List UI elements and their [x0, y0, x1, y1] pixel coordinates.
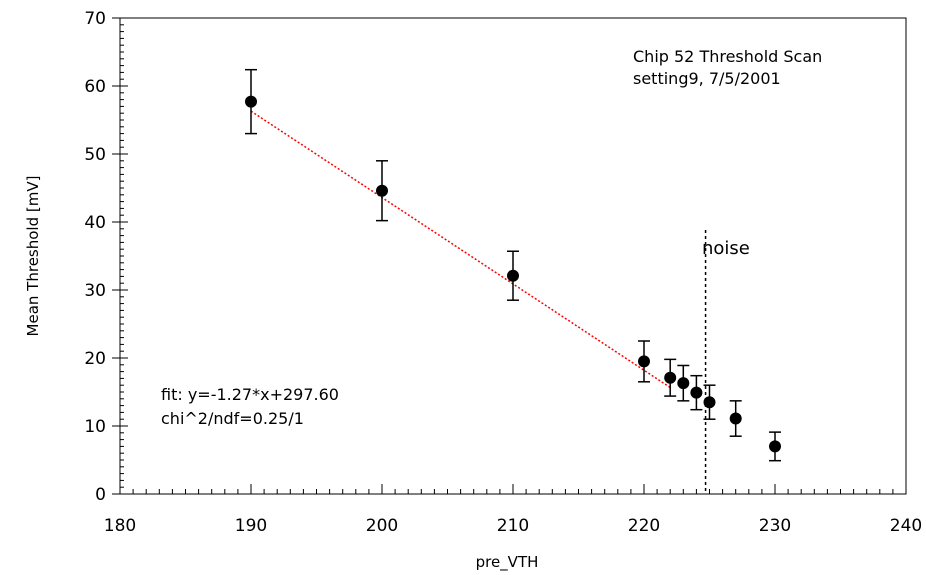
x-tick-label: 190 — [235, 516, 267, 536]
point-marker — [703, 396, 716, 409]
data-points — [245, 68, 781, 462]
data-point — [245, 68, 257, 135]
data-point — [677, 364, 690, 402]
y-minor-ticks — [120, 17, 124, 495]
data-point — [507, 250, 519, 301]
point-marker — [507, 269, 519, 282]
x-tick-label: 180 — [104, 516, 136, 536]
x-tick-label: 240 — [890, 516, 922, 536]
point-marker — [664, 371, 677, 384]
fit-equation: fit: y=-1.27*x+297.60 — [161, 385, 339, 404]
point-marker — [690, 386, 703, 399]
data-point — [703, 384, 716, 420]
y-axis-title: Mean Threshold [mV] — [24, 176, 42, 337]
y-tick-label: 60 — [84, 77, 106, 97]
y-tick-label: 20 — [84, 349, 106, 369]
fit-line — [250, 110, 671, 389]
x-axis-ticks: 180 190 200 210 220 230 240 — [104, 484, 922, 536]
data-point — [638, 340, 650, 383]
point-marker — [729, 412, 742, 425]
point-marker — [245, 95, 257, 108]
data-point — [690, 374, 703, 411]
y-tick-label: 0 — [95, 485, 106, 505]
x-tick-label: 230 — [759, 516, 791, 536]
data-point — [664, 358, 677, 397]
x-axis-title: pre_VTH — [476, 553, 539, 572]
point-marker — [376, 184, 388, 197]
y-tick-label: 50 — [84, 145, 106, 165]
y-axis-ticks: 0 10 20 30 40 50 60 70 — [84, 9, 128, 505]
chart-title-line1: Chip 52 Threshold Scan — [633, 47, 822, 66]
data-point — [769, 431, 781, 462]
fit-chi2: chi^2/ndf=0.25/1 — [161, 409, 304, 428]
y-tick-label: 70 — [84, 9, 106, 29]
x-tick-label: 210 — [497, 516, 529, 536]
noise-label: noise — [702, 238, 750, 259]
data-point — [376, 160, 388, 222]
x-tick-label: 220 — [628, 516, 660, 536]
chart-title-line2: setting9, 7/5/2001 — [633, 69, 781, 88]
y-tick-label: 40 — [84, 213, 106, 233]
y-tick-label: 10 — [84, 417, 106, 437]
data-point — [729, 400, 742, 437]
point-marker — [638, 355, 650, 368]
point-marker — [769, 440, 781, 453]
x-tick-label: 200 — [366, 516, 398, 536]
x-minor-ticks — [119, 489, 907, 494]
y-tick-label: 30 — [84, 281, 106, 301]
point-marker — [677, 377, 690, 390]
